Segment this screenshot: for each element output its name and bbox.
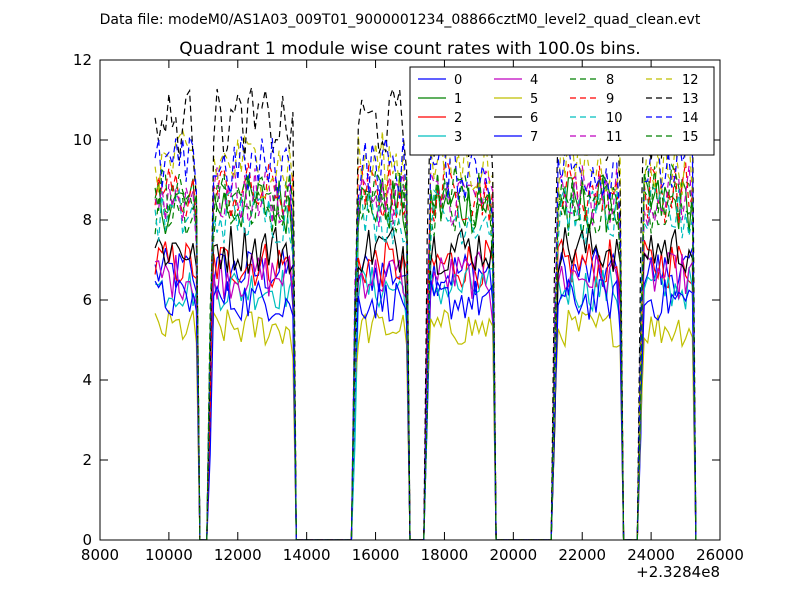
x-tick-label: 24000 [627,546,675,564]
y-tick-label: 6 [82,291,92,309]
legend-entry-11: 11 [570,130,623,145]
y-tick-label: 10 [73,131,92,149]
legend-label: 4 [530,73,538,88]
legend-entry-5: 5 [494,92,538,107]
legend-entry-0: 0 [418,73,462,88]
plot-area [154,86,697,540]
legend-entry-1: 1 [418,92,462,107]
legend-label: 9 [606,92,614,107]
legend-label: 11 [606,130,623,145]
series-line-15 [154,163,697,540]
y-tick-label: 4 [82,371,92,389]
legend-entry-9: 9 [570,92,614,107]
y-tick-label: 8 [82,211,92,229]
legend-entry-12: 12 [646,73,699,88]
legend-label: 0 [454,73,462,88]
x-tick-label: 10000 [145,546,193,564]
series-lines [154,86,697,540]
legend-entry-15: 15 [646,130,699,145]
series-line-13 [154,86,697,540]
x-tick-label: 14000 [283,546,331,564]
x-tick-label: 22000 [558,546,606,564]
x-tick-label: 18000 [421,546,469,564]
legend-label: 2 [454,111,462,126]
legend-label: 10 [606,111,623,126]
x-tick-label: 16000 [352,546,400,564]
x-tick-label: 12000 [214,546,262,564]
x-tick-label: 8000 [81,546,119,564]
legend-label: 1 [454,92,462,107]
legend-entry-2: 2 [418,111,462,126]
series-line-10 [154,186,697,540]
legend-entry-10: 10 [570,111,623,126]
legend-entry-6: 6 [494,111,538,126]
legend-label: 3 [454,130,462,145]
legend-label: 15 [682,130,699,145]
series-line-12 [154,128,697,540]
legend-label: 14 [682,111,699,126]
legend-entry-3: 3 [418,130,462,145]
x-tick-label: 26000 [696,546,744,564]
legend-label: 6 [530,111,538,126]
y-tick-label: 0 [82,531,92,549]
legend-label: 13 [682,92,699,107]
legend-entry-8: 8 [570,73,614,88]
legend-entry-13: 13 [646,92,699,107]
legend-label: 7 [530,130,538,145]
legend-label: 12 [682,73,699,88]
axes: 8000 10000 12000 14000 16000 18000 20000 22000 2… [73,51,744,564]
legend-box [409,66,715,156]
legend-entry-4: 4 [494,73,538,88]
chart-title: Quadrant 1 module wise count rates with … [179,39,640,59]
y-tick-label: 2 [82,451,92,469]
legend-entry-7: 7 [494,130,538,145]
x-tick-label: 20000 [489,546,537,564]
figure-suptitle: Data file: modeM0/AS1A03_009T01_90000012… [100,12,701,28]
legend-label: 8 [606,73,614,88]
legend-entry-14: 14 [646,111,699,126]
y-tick-label: 12 [73,51,92,69]
series-line-14 [154,135,697,540]
legend-label: 5 [530,92,538,107]
x-offset-label: +2.3284e8 [636,563,720,581]
